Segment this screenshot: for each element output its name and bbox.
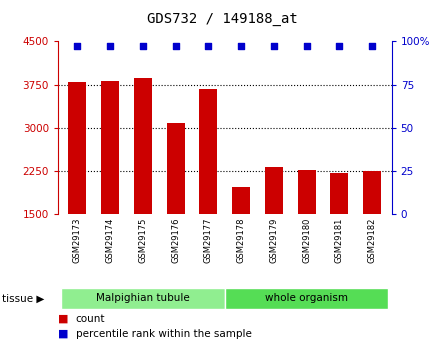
Bar — [101, 80, 119, 300]
Point — [336, 43, 343, 48]
Bar — [363, 171, 381, 300]
Text: GSM29178: GSM29178 — [237, 218, 246, 263]
Bar — [232, 187, 250, 300]
Point — [270, 43, 277, 48]
Point — [139, 43, 146, 48]
Text: percentile rank within the sample: percentile rank within the sample — [76, 329, 251, 338]
Text: GSM29174: GSM29174 — [106, 218, 115, 263]
Text: Malpighian tubule: Malpighian tubule — [96, 294, 190, 303]
Text: tissue ▶: tissue ▶ — [2, 294, 44, 303]
Bar — [134, 78, 152, 300]
Text: GSM29180: GSM29180 — [302, 218, 311, 263]
Point — [238, 43, 245, 48]
Bar — [61, 287, 225, 309]
Bar — [225, 287, 388, 309]
Text: count: count — [76, 314, 105, 324]
Bar — [199, 89, 217, 300]
Text: ■: ■ — [58, 314, 69, 324]
Point — [107, 43, 114, 48]
Text: GSM29175: GSM29175 — [138, 218, 147, 263]
Bar — [265, 167, 283, 300]
Text: ■: ■ — [58, 329, 69, 338]
Text: GSM29181: GSM29181 — [335, 218, 344, 263]
Text: GSM29173: GSM29173 — [73, 218, 82, 263]
Point — [368, 43, 376, 48]
Bar — [69, 82, 86, 300]
Text: GSM29179: GSM29179 — [269, 218, 278, 263]
Text: whole organism: whole organism — [265, 294, 348, 303]
Point — [172, 43, 179, 48]
Text: GDS732 / 149188_at: GDS732 / 149188_at — [147, 12, 298, 26]
Text: GSM29182: GSM29182 — [368, 218, 376, 263]
Point — [303, 43, 310, 48]
Bar — [330, 173, 348, 300]
Point — [205, 43, 212, 48]
Text: GSM29177: GSM29177 — [204, 218, 213, 263]
Bar — [298, 170, 316, 300]
Point — [74, 43, 81, 48]
Bar — [166, 123, 185, 300]
Text: GSM29176: GSM29176 — [171, 218, 180, 263]
